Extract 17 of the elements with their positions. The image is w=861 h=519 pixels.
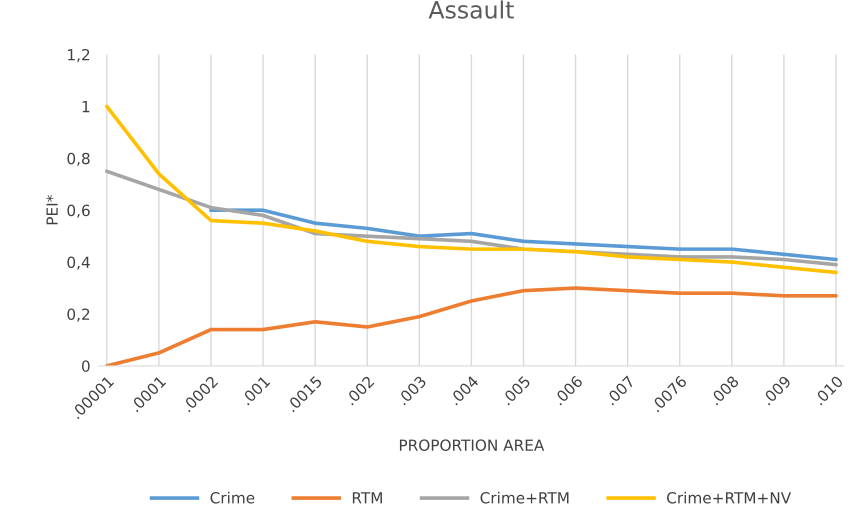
y-tick-label: 1,2 xyxy=(68,48,90,62)
y-tick-label: 1 xyxy=(82,101,90,112)
legend-label: RTM xyxy=(352,492,382,504)
y-axis-title: PEI* xyxy=(46,195,58,224)
line-series xyxy=(209,208,838,262)
chart-title: Assault xyxy=(428,0,514,19)
line-series xyxy=(105,286,838,366)
y-tick-label: 0,4 xyxy=(67,256,90,270)
legend-label: Crime+RTM+NV xyxy=(667,492,792,504)
y-tick-label: 0 xyxy=(82,360,90,372)
y-tick-label: 0,2 xyxy=(67,308,90,322)
y-tick-label: 0,6 xyxy=(67,204,90,218)
x-axis-title: PROPORTION AREA xyxy=(400,439,544,451)
legend-label: Crime+RTM xyxy=(480,492,568,504)
legend-label: Crime xyxy=(210,492,254,504)
line-series xyxy=(105,104,838,274)
y-tick-label: 0,8 xyxy=(67,152,90,166)
